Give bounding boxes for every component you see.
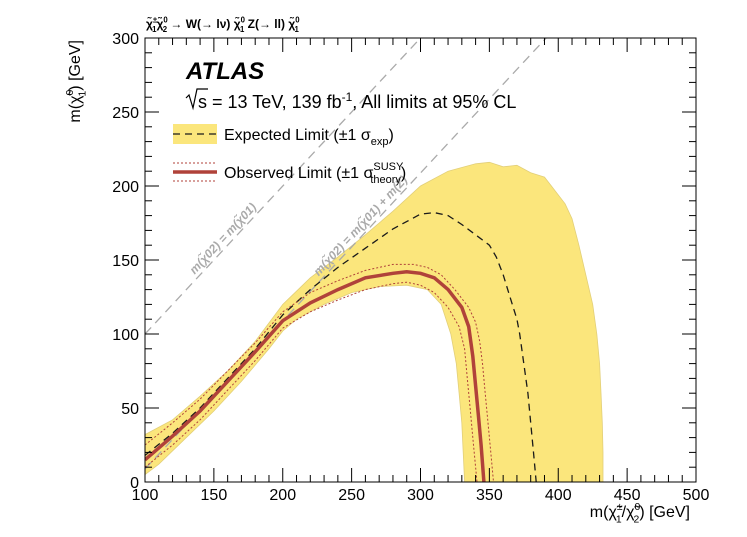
svg-text:s = 13 TeV, 139 fb-1, All limi: s = 13 TeV, 139 fb-1, All limits at 95% … [198,90,516,112]
x-tick-label: 450 [614,487,641,504]
x-tick-label: 100 [132,487,159,504]
axis-ticks: 100 150 200 250 300 350 400 450 500 0 50 100 150 200 2… [112,31,709,504]
x-tick-label: 500 [683,487,710,504]
x-tick-label: 200 [269,487,296,504]
y-tick-label: 150 [112,253,139,270]
expected-band [145,161,604,482]
observed-minus-sigma-line [145,281,478,482]
x-tick-label: 400 [545,487,572,504]
legend: Expected Limit (±1 σexp) Observed Limit … [173,124,406,186]
y-tick-label: 200 [112,179,139,196]
y-tick-label: 50 [121,401,139,418]
observed-limit-line [145,270,486,482]
legend-observed-text: Observed Limit (±1 σSUSY theory) [224,161,406,186]
energy-label: s = 13 TeV, 139 fb-1, All limits at 95% … [185,88,516,112]
legend-expected-swatch [173,124,217,144]
legend-expected-text: Expected Limit (±1 σexp) [224,127,394,148]
x-axis-title: m(χ̃±1​/χ̃02​) [GeV] [590,502,690,526]
diagonal-label-mass-equal: m(χ̃02) = m(χ̃01) [186,199,259,276]
observed-plus-sigma-line [145,263,494,482]
expected-limit-line [145,211,537,482]
y-tick-label: 100 [112,327,139,344]
y-tick-label: 250 [112,105,139,122]
y-tick-label: 300 [112,31,139,48]
sqrt-symbol-icon [185,88,208,111]
x-tick-label: 350 [476,487,503,504]
x-tick-label: 300 [407,487,434,504]
process-label: χ̃±1​χ̃02​ → W(→ lν) χ̃01​ Z(→ ll) χ̃01​ [146,16,300,35]
y-axis-title: m(χ̃01​) [GeV] [65,40,89,123]
experiment-label: ATLAS [185,58,264,85]
x-tick-label: 150 [201,487,228,504]
x-tick-label: 250 [338,487,365,504]
y-tick-label: 0 [130,475,139,492]
